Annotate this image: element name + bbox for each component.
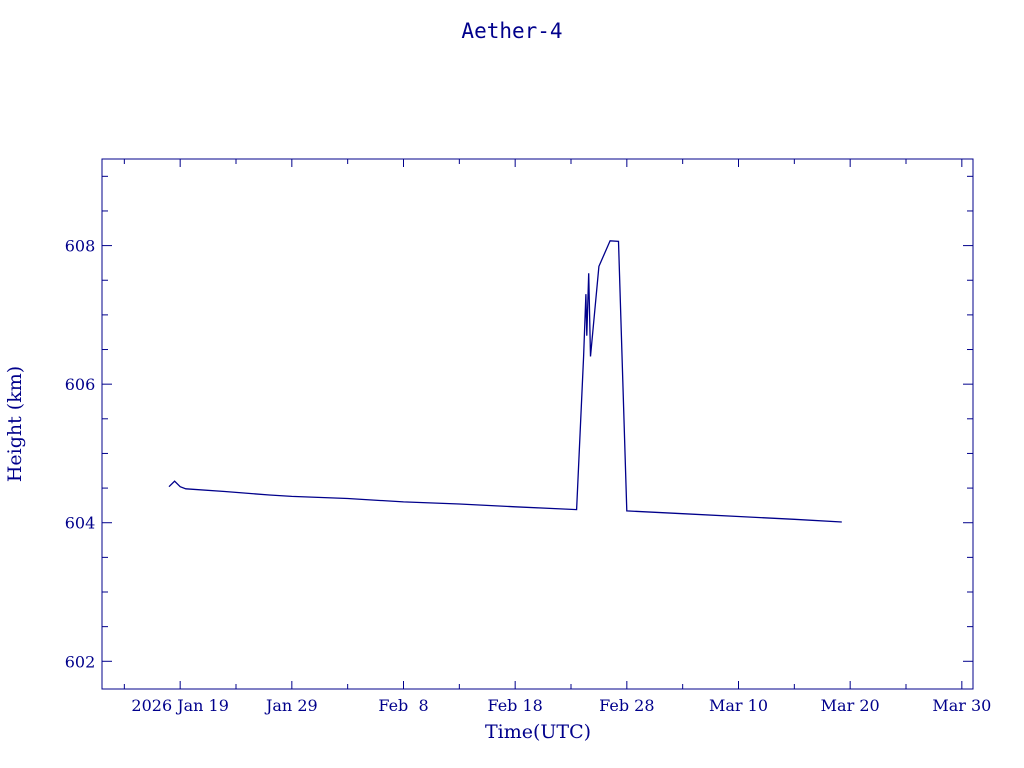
x-tick-label: 2026 Jan 19 [131,696,229,715]
x-tick-label: Mar 10 [709,696,768,715]
x-tick-label: Mar 30 [932,696,991,715]
x-axis-label: Time(UTC) [485,721,591,743]
y-tick-label: 602 [65,652,96,671]
x-tick-label: Jan 29 [264,696,318,715]
y-tick-label: 608 [65,237,96,256]
y-axis: 602 604 606 608 [65,175,973,671]
x-tick-label: Feb 28 [599,696,654,715]
plot-frame [101,158,974,690]
x-tick-label: Feb 18 [487,696,542,715]
y-tick-label: 606 [65,375,96,394]
y-tick-label: 604 [65,514,96,533]
x-axis: 2026 Jan 19 Jan 29 Feb 8 Feb 18 Feb 28 Mar 10… [123,159,991,715]
x-tick-label: Mar 20 [821,696,880,715]
y-axis-label: Height (km) [4,366,26,482]
x-tick-label: Feb 8 [378,696,428,715]
series-layer [168,240,842,523]
chart-title: Aether-4 [461,19,562,43]
series-line [168,240,842,523]
